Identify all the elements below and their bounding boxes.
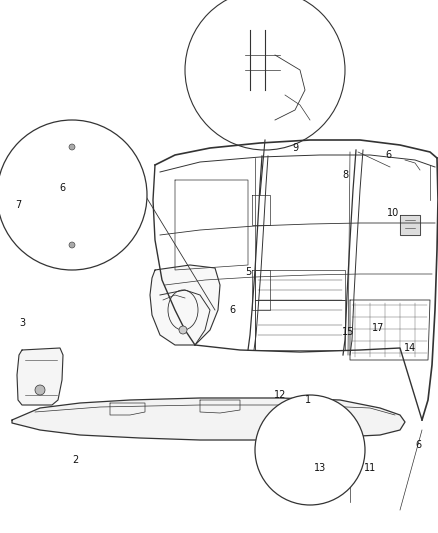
Polygon shape bbox=[150, 265, 219, 345]
Text: 13: 13 bbox=[313, 463, 325, 473]
Text: 11: 11 bbox=[363, 463, 375, 473]
Circle shape bbox=[69, 144, 75, 150]
Text: 1: 1 bbox=[304, 395, 311, 405]
Text: 6: 6 bbox=[228, 305, 234, 315]
Text: 2: 2 bbox=[72, 455, 78, 465]
Polygon shape bbox=[399, 215, 419, 235]
Text: 7: 7 bbox=[15, 200, 21, 210]
Polygon shape bbox=[57, 135, 90, 255]
Text: 6: 6 bbox=[384, 150, 390, 160]
Text: 15: 15 bbox=[341, 327, 353, 337]
Text: 6: 6 bbox=[414, 440, 420, 450]
Text: 17: 17 bbox=[371, 323, 383, 333]
Circle shape bbox=[179, 326, 187, 334]
Polygon shape bbox=[12, 398, 404, 440]
Text: 3: 3 bbox=[19, 318, 25, 328]
Text: 9: 9 bbox=[291, 143, 297, 153]
Polygon shape bbox=[17, 348, 63, 405]
Text: 14: 14 bbox=[403, 343, 415, 353]
Text: 6: 6 bbox=[59, 183, 65, 193]
Circle shape bbox=[35, 385, 45, 395]
Text: 8: 8 bbox=[341, 170, 347, 180]
Text: 5: 5 bbox=[244, 267, 251, 277]
Text: 10: 10 bbox=[386, 208, 398, 218]
Circle shape bbox=[254, 395, 364, 505]
Text: 12: 12 bbox=[273, 390, 286, 400]
Circle shape bbox=[69, 242, 75, 248]
Circle shape bbox=[0, 120, 147, 270]
Polygon shape bbox=[277, 432, 339, 445]
